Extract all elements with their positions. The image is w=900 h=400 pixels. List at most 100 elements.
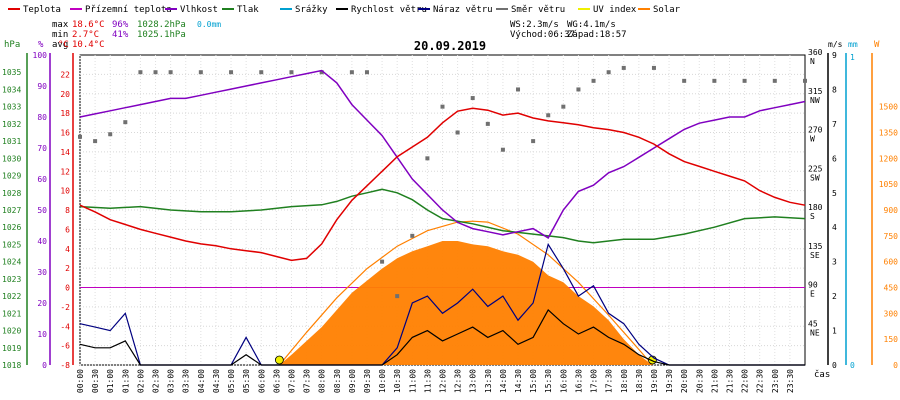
- x-tick-label: 17:30: [605, 369, 614, 393]
- hpa-tick-label: 1035: [2, 68, 21, 77]
- stat-avg-label: avg: [52, 40, 68, 50]
- direction-dot: [364, 70, 369, 75]
- direction-dot: [500, 147, 505, 152]
- info-sunrise: Východ:06:37: [510, 30, 575, 40]
- hpa-axis-title: hPa: [4, 40, 20, 50]
- x-tick-label: 16:30: [574, 369, 583, 393]
- direction-dot: [485, 121, 490, 126]
- direction-dot: [561, 104, 566, 109]
- w-tick-label: 1200: [879, 154, 898, 163]
- legend-label: Tlak: [237, 5, 259, 15]
- direction-dot: [440, 104, 445, 109]
- direction-dot: [576, 87, 581, 92]
- direction-dot: [682, 78, 687, 83]
- x-tick-label: 17:00: [590, 369, 599, 393]
- chart-title: 20.09.2019: [414, 39, 486, 53]
- x-tick-label: 23:00: [771, 369, 780, 393]
- w-tick-label: 300: [884, 309, 899, 318]
- direction-dot: [516, 87, 521, 92]
- ms-tick-label: 8: [832, 85, 837, 94]
- legend-label: Teplota: [23, 5, 61, 15]
- x-tick-label: 18:30: [635, 369, 644, 393]
- temp-tick-label: 2: [65, 264, 70, 273]
- x-tick-label: 02:30: [152, 369, 161, 393]
- hpa-tick-label: 1030: [2, 154, 21, 163]
- pct-tick-label: 70: [37, 144, 47, 153]
- hpa-tick-label: 1020: [2, 327, 21, 336]
- stat-max-temp: 18.6°C: [72, 20, 105, 30]
- direction-dot: [712, 78, 717, 83]
- hpa-tick-label: 1019: [2, 344, 21, 353]
- direction-dot: [259, 70, 264, 75]
- direction-dot: [546, 113, 551, 118]
- legend-label: Směr větru: [511, 5, 565, 15]
- direction-dot: [123, 120, 128, 125]
- x-tick-label: 14:30: [514, 369, 523, 393]
- x-tick-label: 15:30: [544, 369, 553, 393]
- x-tick-label: 14:00: [499, 369, 508, 393]
- x-tick-label: 01:30: [121, 369, 130, 393]
- direction-dot: [651, 65, 656, 70]
- temp-tick-label: 16: [60, 129, 70, 138]
- stat-min-press: 1025.1hPa: [137, 30, 186, 40]
- direction-dot: [470, 96, 475, 101]
- direction-dot: [138, 70, 143, 75]
- temp-tick-label: -4: [60, 322, 70, 331]
- direction-dot: [803, 78, 807, 83]
- w-tick-label: 900: [884, 206, 899, 215]
- direction-dot: [289, 70, 294, 75]
- direction-dot: [153, 70, 158, 75]
- mm-tick-label: 1: [850, 53, 855, 62]
- legend-label: Solar: [653, 5, 681, 15]
- info-ws: WS:2.3m/s: [510, 20, 559, 30]
- x-tick-label: 20:00: [680, 369, 689, 393]
- w-tick-label: 0: [893, 361, 898, 370]
- stat-min-label: min: [52, 30, 68, 40]
- temp-tick-label: 14: [60, 148, 70, 157]
- pct-tick-label: 20: [37, 299, 47, 308]
- x-tick-label: 23:30: [786, 369, 795, 393]
- legend-label: Srážky: [295, 5, 328, 15]
- x-tick-label: 19:30: [665, 369, 674, 393]
- hpa-tick-label: 1027: [2, 206, 21, 215]
- x-tick-label: 12:30: [454, 369, 463, 393]
- x-tick-label: 06:00: [257, 369, 266, 393]
- direction-dot: [410, 233, 415, 238]
- ms-tick-label: 5: [832, 189, 837, 198]
- direction-dot: [349, 70, 354, 75]
- x-tick-label: 05:00: [227, 369, 236, 393]
- temperature-line: [79, 107, 806, 262]
- w-tick-label: 600: [884, 258, 899, 267]
- ms-tick-label: 3: [832, 258, 837, 267]
- info-wg: WG:4.1m/s: [567, 20, 616, 30]
- direction-dot: [319, 70, 324, 75]
- temp-axis-title: °C: [58, 40, 69, 50]
- legend-label: Rychlost větru: [351, 5, 427, 15]
- pct-axis-title: %: [38, 40, 44, 50]
- x-tick-label: 09:00: [348, 369, 357, 393]
- stat-max-press: 1028.2hPa: [137, 20, 186, 30]
- direction-dot: [531, 139, 536, 144]
- hpa-tick-label: 1032: [2, 120, 21, 129]
- dir-tick-name: NW: [810, 96, 820, 105]
- dir-tick-name: N: [810, 57, 815, 66]
- pct-tick-label: 50: [37, 206, 47, 215]
- info-block: WS:2.3m/s WG:4.1m/s Východ:06:37 Západ:1…: [510, 20, 627, 40]
- x-tick-label: 10:30: [393, 369, 402, 393]
- direction-dot: [606, 70, 611, 75]
- x-tick-label: 04:30: [212, 369, 221, 393]
- ms-tick-label: 1: [832, 327, 837, 336]
- hpa-tick-label: 1033: [2, 103, 21, 112]
- direction-dot: [108, 132, 113, 137]
- stat-max-rain: 0.0mm: [197, 20, 221, 29]
- direction-dot: [380, 259, 385, 264]
- pct-tick-label: 0: [42, 361, 47, 370]
- x-tick-label: 09:30: [363, 369, 372, 393]
- direction-dot: [772, 78, 777, 83]
- w-axis-title: W: [874, 40, 880, 50]
- uv-marker: [274, 355, 284, 365]
- w-tick-label: 750: [884, 232, 899, 241]
- x-axis-unit: čas: [814, 369, 830, 380]
- x-tick-label: 11:00: [408, 369, 417, 393]
- pct-tick-label: 90: [37, 82, 47, 91]
